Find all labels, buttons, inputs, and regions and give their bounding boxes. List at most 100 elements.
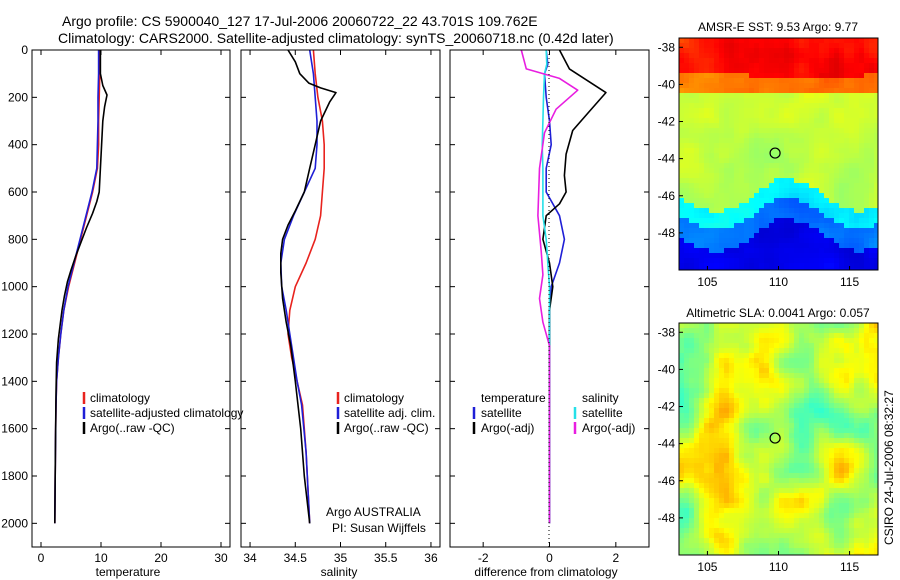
heatmap-cell [799, 363, 804, 368]
heatmap-cell [784, 53, 789, 58]
heatmap-cell [794, 383, 799, 388]
heatmap-cell [719, 518, 724, 523]
heatmap-cell [769, 498, 774, 503]
heatmap-cell [759, 333, 764, 338]
x-tick-label: 105 [697, 275, 717, 289]
heatmap-cell [689, 98, 694, 103]
heatmap-cell [784, 228, 789, 233]
legend-climatology-label: climatology [90, 391, 150, 405]
heatmap-cell [684, 148, 689, 153]
heatmap-cell [794, 523, 799, 528]
heatmap-cell [724, 438, 729, 443]
heatmap-cell [754, 443, 759, 448]
heatmap-cell [874, 103, 878, 108]
y-tick-label: 1000 [1, 280, 28, 294]
heatmap-cell [689, 413, 694, 418]
heatmap-cell [719, 103, 724, 108]
heatmap-cell [874, 258, 878, 263]
heatmap-cell [779, 113, 784, 118]
heatmap-cell [874, 233, 878, 238]
heatmap-cell [849, 348, 854, 353]
heatmap-cell [854, 368, 859, 373]
heatmap-cell [794, 513, 799, 518]
heatmap-cell [824, 113, 829, 118]
heatmap-cell [679, 113, 684, 118]
heatmap-cell [814, 498, 819, 503]
heatmap-cell [824, 238, 829, 243]
heatmap-cell [789, 483, 794, 488]
heatmap-cell [734, 188, 739, 193]
heatmap-cell [719, 93, 724, 98]
heatmap-cell [799, 553, 804, 555]
heatmap-cell [704, 508, 709, 513]
heatmap-cell [849, 103, 854, 108]
heatmap-cell [729, 123, 734, 128]
heatmap-cell [729, 148, 734, 153]
heatmap-cell [849, 168, 854, 173]
heatmap-cell [809, 88, 814, 93]
heatmap-cell [844, 483, 849, 488]
heatmap-cell [754, 518, 759, 523]
heatmap-cell [799, 143, 804, 148]
heatmap-cell [804, 73, 809, 78]
heatmap-cell [874, 183, 878, 188]
heatmap-cell [779, 213, 784, 218]
heatmap-cell [869, 458, 874, 463]
heatmap-cell [764, 123, 769, 128]
heatmap-cell [874, 478, 878, 483]
heatmap-cell [729, 403, 734, 408]
heatmap-cell [829, 158, 834, 163]
heatmap-cell [749, 88, 754, 93]
heatmap-cell [829, 108, 834, 113]
heatmap-cell [744, 158, 749, 163]
heatmap-cell [729, 208, 734, 213]
heatmap-cell [739, 78, 744, 83]
heatmap-cell [719, 493, 724, 498]
heatmap-cell [794, 118, 799, 123]
heatmap-cell [719, 238, 724, 243]
heatmap-cell [854, 553, 859, 555]
heatmap-cell [819, 513, 824, 518]
heatmap-cell [719, 158, 724, 163]
heatmap-cell [744, 103, 749, 108]
heatmap-cell [804, 418, 809, 423]
heatmap-cell [784, 268, 789, 270]
heatmap-cell [874, 393, 878, 398]
heatmap-cell [779, 123, 784, 128]
heatmap-cell [854, 203, 859, 208]
heatmap-cell [729, 173, 734, 178]
heatmap-cell [689, 268, 694, 270]
heatmap-cell [799, 418, 804, 423]
heatmap-cell [834, 208, 839, 213]
heatmap-cell [839, 108, 844, 113]
heatmap-cell [844, 453, 849, 458]
heatmap-cell [844, 383, 849, 388]
heatmap-cell [724, 128, 729, 133]
heatmap-cell [749, 508, 754, 513]
heatmap-cell [739, 403, 744, 408]
heatmap-cell [869, 218, 874, 223]
heatmap-cell [744, 423, 749, 428]
heatmap-cell [699, 48, 704, 53]
heatmap-cell [774, 468, 779, 473]
heatmap-cell [804, 378, 809, 383]
heatmap-cell [709, 98, 714, 103]
heatmap-cell [809, 498, 814, 503]
heatmap-cell [864, 83, 869, 88]
heatmap-cell [849, 258, 854, 263]
heatmap-cell [764, 128, 769, 133]
heatmap-cell [719, 488, 724, 493]
heatmap-cell [854, 93, 859, 98]
heatmap-cell [749, 413, 754, 418]
heatmap-cell [789, 178, 794, 183]
heatmap-cell [809, 113, 814, 118]
heatmap-cell [714, 188, 719, 193]
heatmap-cell [839, 188, 844, 193]
heatmap-cell [809, 233, 814, 238]
heatmap-cell [774, 173, 779, 178]
heatmap-cell [689, 533, 694, 538]
heatmap-cell [824, 448, 829, 453]
heatmap-cell [774, 473, 779, 478]
heatmap-cell [864, 523, 869, 528]
heatmap-cell [804, 388, 809, 393]
